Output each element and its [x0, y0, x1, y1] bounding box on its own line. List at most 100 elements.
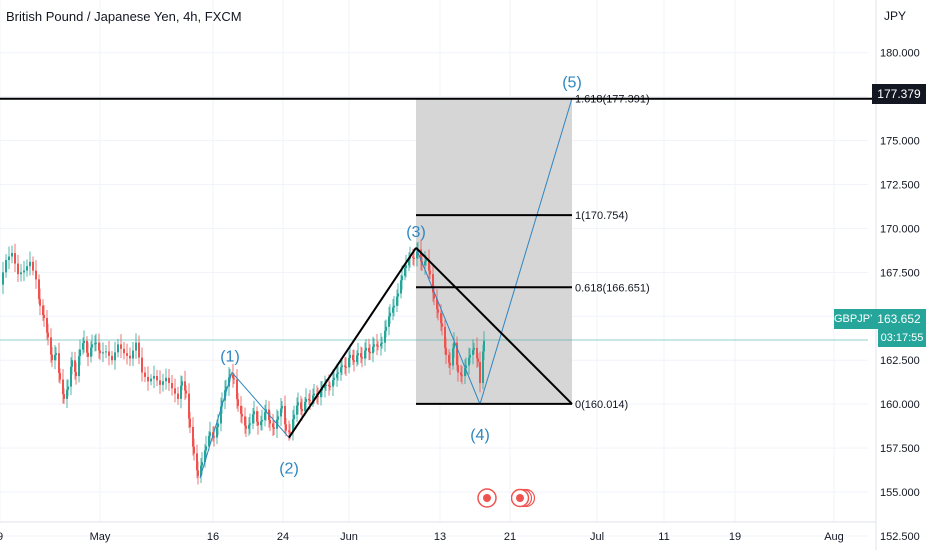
time-tick-label: 13 [434, 531, 446, 543]
candle-body [377, 345, 379, 347]
candle-body [43, 314, 45, 319]
candle-body [58, 353, 60, 373]
candle-body [192, 426, 194, 447]
candle-body [32, 261, 34, 271]
candle-body [345, 366, 347, 368]
candle-body [281, 405, 283, 409]
candle-body [465, 365, 467, 369]
candle-body [464, 368, 466, 377]
candle-body [244, 416, 246, 426]
candle-body [396, 296, 398, 306]
time-tick-label: 16 [207, 531, 219, 543]
candle-body [477, 358, 479, 362]
candle-body [301, 408, 303, 412]
price-tick-label: 180.000 [880, 48, 920, 60]
target-price-tag: 177.379 [872, 84, 926, 104]
candle-body [401, 275, 403, 281]
candle-body [46, 318, 48, 333]
candle-body [389, 312, 391, 317]
candle-body [79, 349, 81, 357]
candle-body [209, 432, 211, 436]
candle-body [47, 332, 49, 338]
candle-body [165, 377, 167, 382]
candle-body [59, 372, 61, 380]
candle-body [289, 431, 291, 433]
candle-body [129, 355, 131, 359]
candle-body [252, 414, 254, 424]
candle-body [482, 351, 484, 384]
candle-body [397, 293, 399, 297]
economic-event-icon[interactable] [477, 488, 497, 508]
wave-line-4-5 [479, 98, 573, 405]
candle-body [408, 258, 410, 266]
candle-body [329, 386, 331, 388]
candle-body [217, 423, 219, 427]
candle-body [196, 453, 198, 471]
candle-body [312, 395, 314, 401]
candle-body [392, 307, 394, 313]
candle-body [264, 412, 266, 420]
candle-body [94, 343, 96, 345]
candle-body [413, 257, 415, 259]
time-tick-label: 19 [729, 531, 741, 543]
candle-body [469, 354, 471, 358]
candle-body [156, 376, 158, 381]
candle-body [457, 365, 459, 373]
candle-body [361, 357, 363, 359]
candle-body [82, 343, 84, 350]
candle-body [429, 270, 431, 275]
candle-body [332, 379, 334, 387]
candle-body [313, 393, 315, 396]
candle-body [70, 366, 72, 387]
candle-body [213, 436, 215, 438]
candle-body [225, 386, 227, 391]
candle-body [162, 381, 164, 385]
candle-body [208, 435, 210, 447]
candle-body [368, 347, 370, 352]
candle-body [188, 393, 190, 419]
candle-body [67, 386, 69, 390]
candle-body [232, 374, 234, 379]
candle-body [388, 316, 390, 327]
candle-body [273, 427, 275, 429]
candle-body [428, 260, 430, 271]
candle-body [74, 360, 76, 373]
candle-body [63, 394, 65, 399]
candle-body [83, 340, 85, 344]
economic-events-group-icon[interactable] [511, 488, 535, 508]
candle-body [416, 251, 418, 259]
candle-body [66, 389, 68, 399]
candle-body [269, 419, 271, 424]
candle-body [437, 309, 439, 313]
candle-body [98, 342, 100, 351]
price-tick-label: 160.000 [880, 399, 920, 411]
candle-body [381, 342, 383, 344]
candle-body [111, 355, 113, 361]
candle-body [14, 253, 16, 264]
wave-label: (2) [279, 461, 299, 478]
candle-body [308, 398, 310, 401]
candle-body [185, 390, 187, 394]
candle-body [357, 353, 359, 356]
candle-body [42, 305, 44, 315]
candle-body [229, 374, 231, 378]
time-tick-label: 24 [277, 531, 289, 543]
candle-body [284, 405, 286, 425]
candle-body [205, 446, 207, 451]
candle-body [404, 267, 406, 276]
candle-body [189, 418, 191, 427]
candle-body [29, 261, 31, 267]
candle-body [317, 396, 319, 398]
price-tick-label: 175.000 [880, 136, 920, 148]
candle-body [51, 354, 53, 361]
candle-body [150, 378, 152, 382]
candle-body [241, 413, 243, 417]
candle-body [204, 450, 206, 463]
candle-body [75, 372, 77, 377]
time-tick-label: Jul [590, 531, 604, 543]
candle-body [90, 347, 92, 357]
candle-body [353, 360, 355, 362]
candle-body [449, 362, 451, 366]
candle-body [184, 381, 186, 391]
